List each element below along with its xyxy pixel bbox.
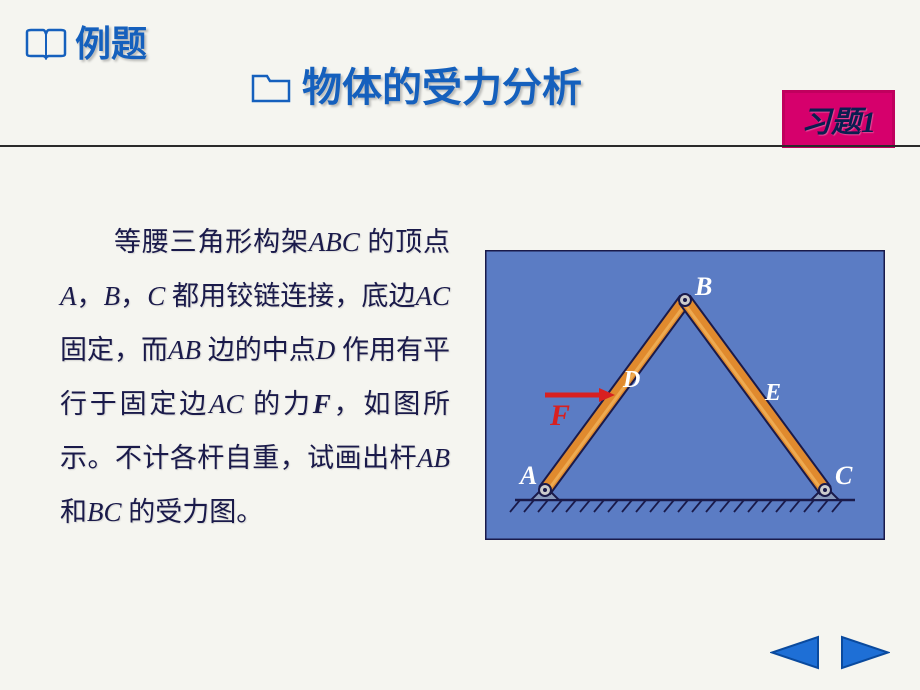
svg-text:A: A: [518, 461, 537, 490]
svg-text:D: D: [622, 367, 640, 393]
problem-text: 等腰三角形构架ABC 的顶点A，B，C 都用铰链连接，底边AC固定，而AB 边的…: [60, 215, 450, 539]
svg-text:F: F: [549, 399, 570, 432]
section-title: 例题: [25, 15, 147, 69]
nav-arrows: [770, 635, 890, 670]
prev-button[interactable]: [770, 635, 820, 670]
next-button[interactable]: [840, 635, 890, 670]
section-title-text: 例题: [75, 24, 147, 64]
header: 例题 物体的受力分析 习题1: [0, 0, 920, 145]
page-title: 物体的受力分析: [250, 55, 582, 115]
book-icon: [25, 27, 67, 69]
page-title-text: 物体的受力分析: [302, 65, 582, 110]
folder-icon: [250, 68, 292, 115]
diagram: A B C D E F: [485, 250, 885, 540]
svg-text:B: B: [694, 272, 712, 301]
svg-text:E: E: [764, 380, 781, 406]
svg-text:C: C: [835, 461, 853, 490]
divider: [0, 145, 920, 147]
exercise-badge[interactable]: 习题1: [782, 90, 895, 148]
